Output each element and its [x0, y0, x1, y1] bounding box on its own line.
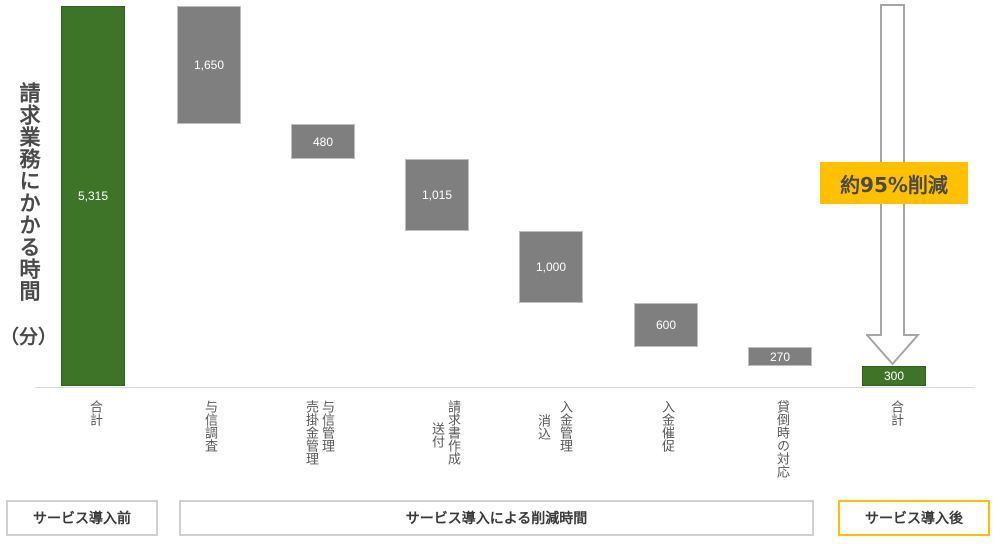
category-label: 入金管理: [557, 400, 572, 452]
category-label: 送付: [429, 422, 444, 448]
bar-credit-check: 1,650: [177, 6, 241, 124]
bar-value: 600: [655, 318, 677, 332]
bar-payment-matching: 1,000: [519, 231, 583, 303]
bar-value: 5,315: [77, 189, 109, 203]
bar-total-after: 300: [862, 366, 926, 386]
group-reduction: サービス導入による削減時間: [179, 500, 814, 536]
category-label: 請求書作成: [445, 400, 460, 465]
category-label: 与信管理: [319, 400, 334, 452]
bar-value: 270: [769, 349, 791, 364]
bar-value: 1,000: [535, 260, 567, 274]
bar-value: 1,650: [193, 58, 225, 72]
category-label: 消込: [535, 414, 550, 440]
x-axis-baseline: [35, 387, 975, 388]
category-label: 貸倒時の対応: [774, 400, 789, 478]
bar-value: 480: [312, 134, 334, 149]
bar-value: 300: [883, 369, 905, 383]
group-after: サービス導入後: [838, 500, 990, 536]
reduction-callout: 約95%削減: [820, 162, 968, 204]
y-axis-unit: （分）: [0, 326, 58, 348]
group-before: サービス導入前: [6, 500, 158, 536]
bar-receivables: 480: [291, 124, 355, 159]
category-label: 売掛金管理: [303, 400, 318, 465]
bar-total-before: 5,315: [61, 6, 125, 386]
bar-dunning: 600: [634, 303, 698, 347]
category-label: 与信調査: [202, 400, 217, 452]
bar-bad-debt: 270: [748, 347, 812, 366]
bar-invoice: 1,015: [405, 159, 469, 231]
category-label: 入金催促: [659, 400, 674, 452]
category-label: 合計: [888, 400, 903, 426]
bar-value: 1,015: [421, 188, 453, 202]
category-label: 合計: [87, 400, 102, 426]
y-axis-label: 請求業務にかかる時間: [17, 82, 41, 302]
